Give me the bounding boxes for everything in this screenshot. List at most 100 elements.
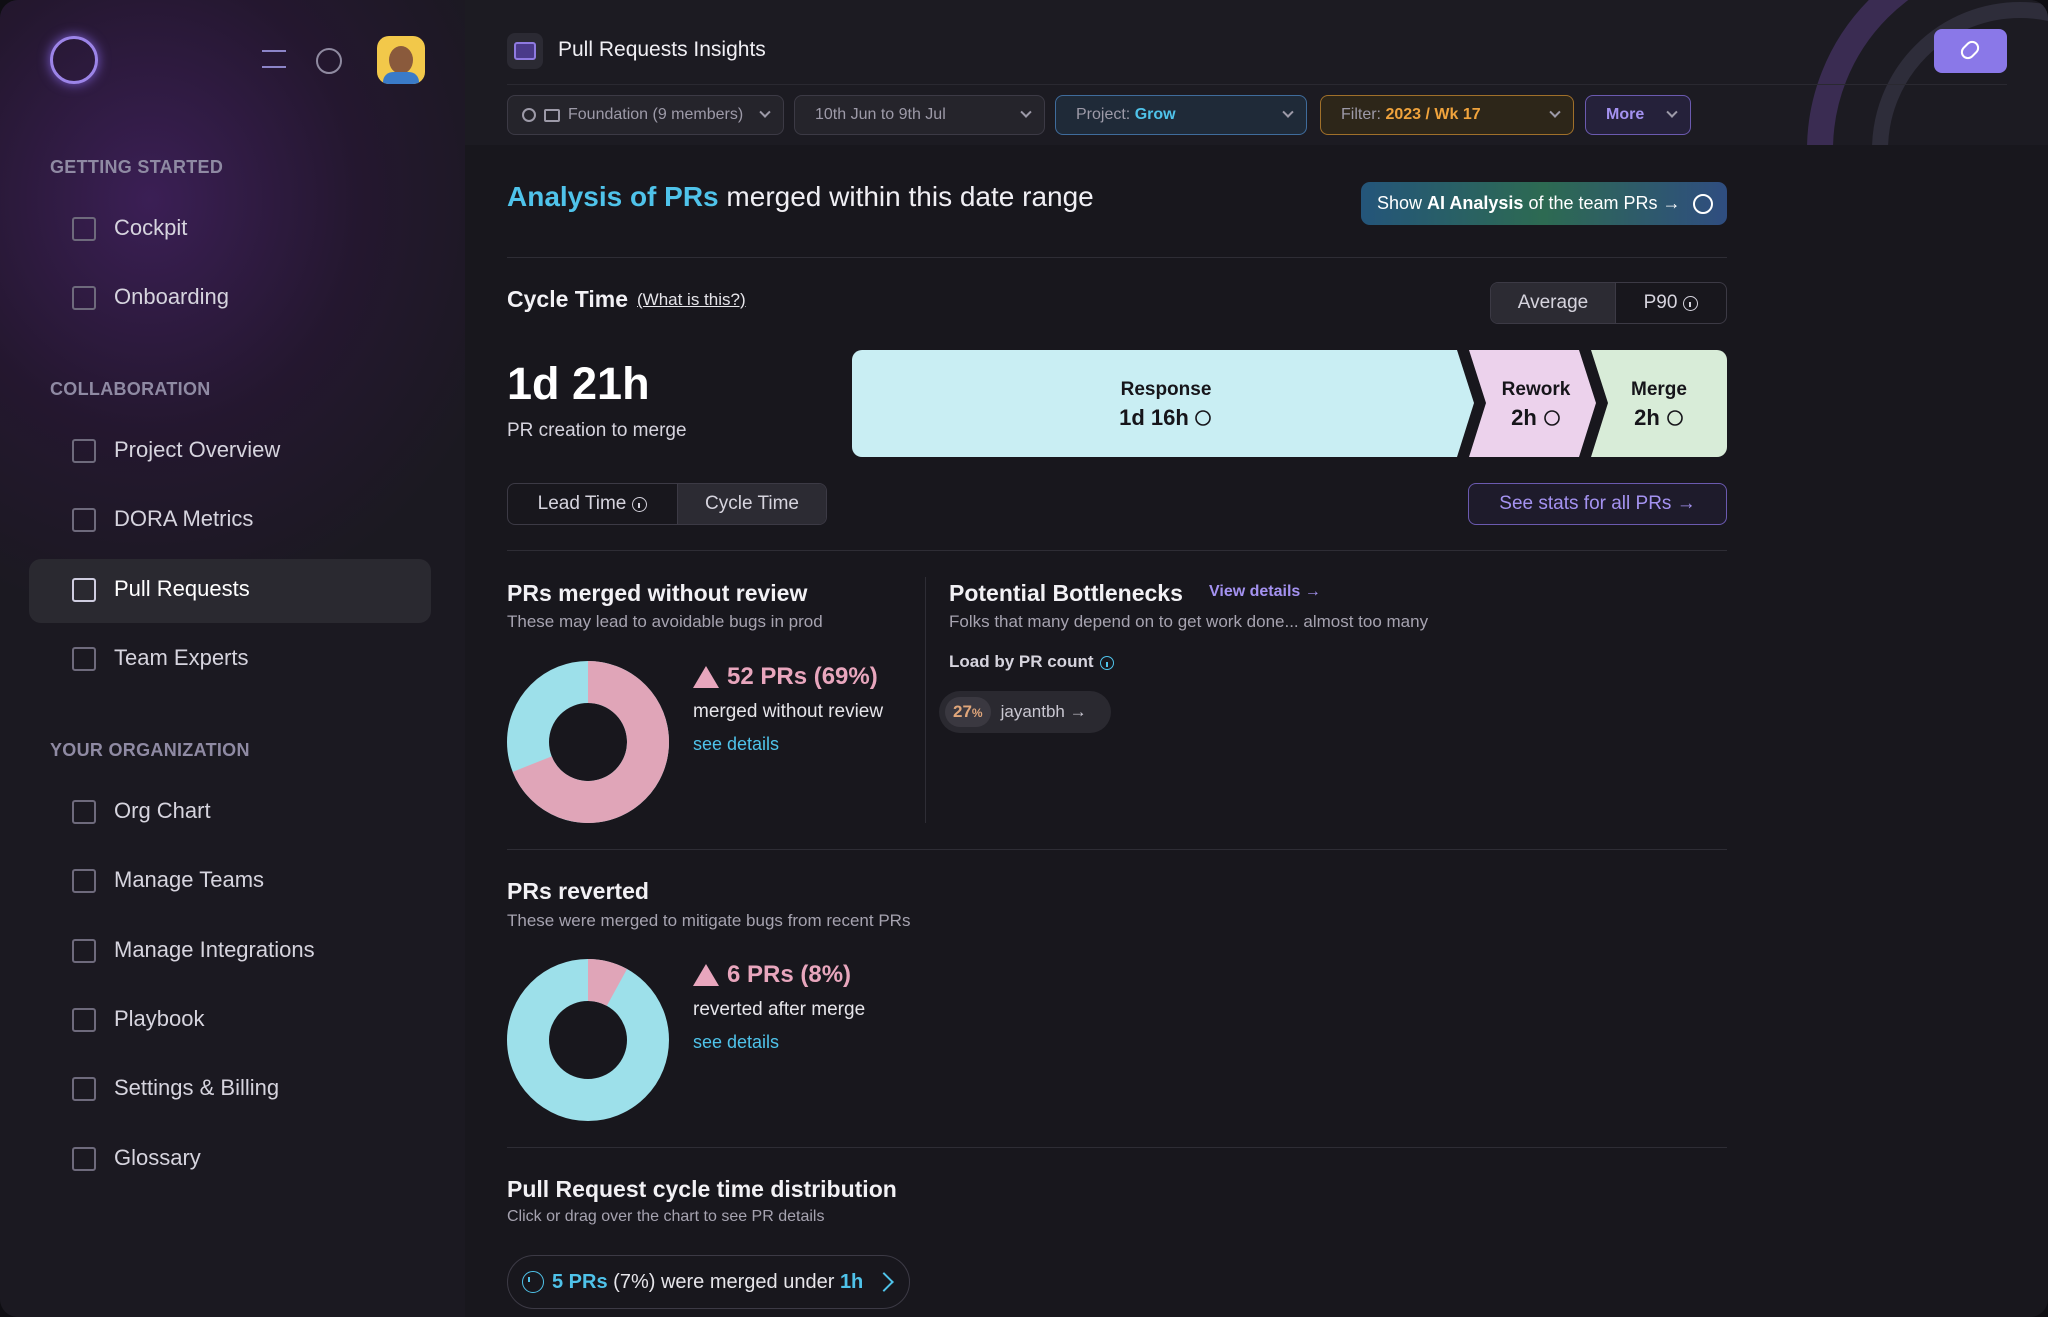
nav-item[interactable]: Playbook bbox=[114, 1005, 205, 1031]
see-details-link[interactable]: see details bbox=[693, 1032, 780, 1052]
date-filter-label: 10th Jun to 9th Jul bbox=[815, 106, 946, 123]
note-threshold: 1h bbox=[839, 1270, 864, 1293]
warning-icon bbox=[693, 666, 719, 688]
donut-headline: 6 PRs (8%) bbox=[693, 961, 851, 989]
see-details-link[interactable]: see details bbox=[693, 734, 780, 754]
week-filter[interactable]: Filter: 2023 / Wk 17 bbox=[1320, 95, 1574, 135]
analysis-heading: Analysis of PRs merged within this date … bbox=[507, 181, 1094, 213]
nav-item[interactable]: Manage Integrations bbox=[114, 936, 315, 962]
nav-item[interactable]: DORA Metrics bbox=[114, 506, 254, 532]
nav-section-title: GETTING STARTED bbox=[50, 157, 224, 177]
divider bbox=[925, 577, 926, 823]
warning-icon bbox=[693, 964, 719, 986]
nav-icon bbox=[72, 646, 96, 671]
section-title: Pull Request cycle time distribution bbox=[507, 1176, 897, 1202]
section-title: Potential Bottlenecks bbox=[949, 580, 1183, 606]
nav-icon bbox=[72, 577, 96, 602]
nav-icon bbox=[72, 1146, 96, 1171]
toggle-p90[interactable]: P90 bbox=[1616, 283, 1726, 323]
load-label-text: Load by PR count bbox=[949, 652, 1094, 671]
cycle-time-help[interactable]: (What is this?) bbox=[637, 290, 746, 309]
donut-share bbox=[586, 959, 628, 1007]
divider bbox=[507, 257, 1727, 258]
section-subtitle: Folks that many depend on to get work do… bbox=[949, 612, 1429, 631]
page-icon bbox=[507, 33, 543, 69]
stage-name: Response bbox=[1121, 379, 1212, 400]
person-chip[interactable]: 27% jayantbh → bbox=[939, 691, 1111, 733]
section-subtitle: Click or drag over the chart to see PR d… bbox=[507, 1208, 825, 1225]
section-subtitle: These may lead to avoidable bugs in prod bbox=[507, 612, 823, 631]
stage-merge bbox=[1591, 350, 1727, 457]
fast-merge-note[interactable]: 5 PRs (7%) were merged under 1h bbox=[507, 1255, 910, 1309]
stage-name: Rework bbox=[1502, 379, 1571, 400]
stage-response bbox=[852, 350, 1474, 457]
nav-icon bbox=[72, 800, 96, 824]
search-icon[interactable] bbox=[262, 50, 286, 68]
headline-text: 6 PRs (8%) bbox=[727, 961, 852, 988]
more-filter[interactable]: More bbox=[1585, 95, 1691, 135]
toggle-lead-time-label: Lead Time bbox=[537, 493, 627, 514]
nav-item[interactable]: Cockpit bbox=[114, 215, 188, 240]
analysis-heading-highlight: Analysis of PRs bbox=[507, 181, 719, 212]
page-title: Pull Requests Insights bbox=[558, 38, 766, 61]
person-unit: % bbox=[971, 706, 983, 720]
see-stats-button[interactable]: See stats for all PRs → bbox=[1468, 483, 1727, 525]
decoration bbox=[1807, 0, 2048, 145]
toggle-cycle-time[interactable]: Cycle Time bbox=[678, 484, 826, 524]
view-details-link[interactable]: View details → bbox=[1209, 583, 1321, 600]
ai-analysis-button[interactable]: Show AI Analysis of the team PRs → bbox=[1361, 182, 1727, 225]
date-filter[interactable]: 10th Jun to 9th Jul bbox=[794, 95, 1045, 135]
section-title: PRs merged without review bbox=[507, 580, 808, 606]
nav-icon bbox=[72, 1007, 96, 1032]
donut-headline: 52 PRs (69%) bbox=[693, 663, 878, 691]
nav-icon bbox=[72, 1077, 96, 1102]
project-filter-value: Grow bbox=[1134, 106, 1176, 123]
stat-toggle: Average P90 bbox=[1490, 282, 1727, 324]
stage-value: 2h bbox=[1511, 405, 1537, 430]
stage-name: Merge bbox=[1631, 379, 1687, 400]
divider bbox=[507, 849, 1727, 850]
cycle-time-title: Cycle Time bbox=[507, 286, 629, 312]
logo[interactable] bbox=[50, 36, 98, 84]
team-icon[interactable] bbox=[316, 48, 342, 74]
active-nav-highlight bbox=[29, 559, 431, 623]
nav-item[interactable]: Team Experts bbox=[114, 644, 249, 670]
nav-item[interactable]: Project Overview bbox=[114, 437, 281, 462]
team-filter[interactable]: Foundation (9 members) bbox=[507, 95, 784, 135]
avatar[interactable] bbox=[377, 36, 425, 84]
mode-toggle: Lead Time Cycle Time bbox=[507, 483, 827, 525]
load-label: Load by PR count bbox=[949, 652, 1114, 672]
week-filter-prefix: Filter: bbox=[1341, 106, 1381, 123]
divider bbox=[507, 550, 1727, 551]
week-filter-value: 2023 / Wk 17 bbox=[1385, 106, 1481, 123]
ai-prefix: Show bbox=[1377, 193, 1423, 213]
section-subtitle: These were merged to mitigate bugs from … bbox=[507, 911, 911, 930]
project-filter[interactable]: Project: Grow bbox=[1055, 95, 1307, 135]
nav-item[interactable]: Settings & Billing bbox=[114, 1075, 280, 1101]
stage-rework bbox=[1469, 350, 1596, 457]
ai-bold: AI Analysis bbox=[1427, 193, 1524, 213]
nav-icon bbox=[72, 938, 96, 963]
cycle-time-caption: PR creation to merge bbox=[507, 420, 687, 441]
toggle-average[interactable]: Average bbox=[1491, 283, 1616, 323]
cycle-time-total: 1d 21h bbox=[507, 358, 650, 409]
stage-value: 1d 16h bbox=[1119, 405, 1189, 430]
cycle-stage-bar: Response 1d 16h Rework 2h Merge 2h bbox=[852, 350, 1727, 457]
divider bbox=[507, 1147, 1727, 1148]
nav-item[interactable]: Org Chart bbox=[114, 798, 211, 823]
note-count: 5 PRs bbox=[552, 1270, 608, 1293]
nav-item[interactable]: Pull Requests bbox=[114, 575, 250, 601]
nav-icon bbox=[72, 439, 96, 463]
nav-section-title: YOUR ORGANIZATION bbox=[50, 740, 250, 760]
nav-item[interactable]: Glossary bbox=[114, 1144, 201, 1170]
toggle-lead-time[interactable]: Lead Time bbox=[508, 484, 678, 524]
nav-item[interactable]: Onboarding bbox=[114, 284, 229, 310]
person-load: 27% bbox=[945, 697, 991, 727]
donut-caption: reverted after merge bbox=[693, 999, 866, 1020]
headline-text: 52 PRs (69%) bbox=[727, 663, 878, 690]
share-link-button[interactable] bbox=[1934, 29, 2007, 73]
donut-chart bbox=[507, 661, 669, 823]
nav-icon bbox=[72, 217, 96, 241]
nav-item[interactable]: Manage Teams bbox=[114, 867, 265, 893]
